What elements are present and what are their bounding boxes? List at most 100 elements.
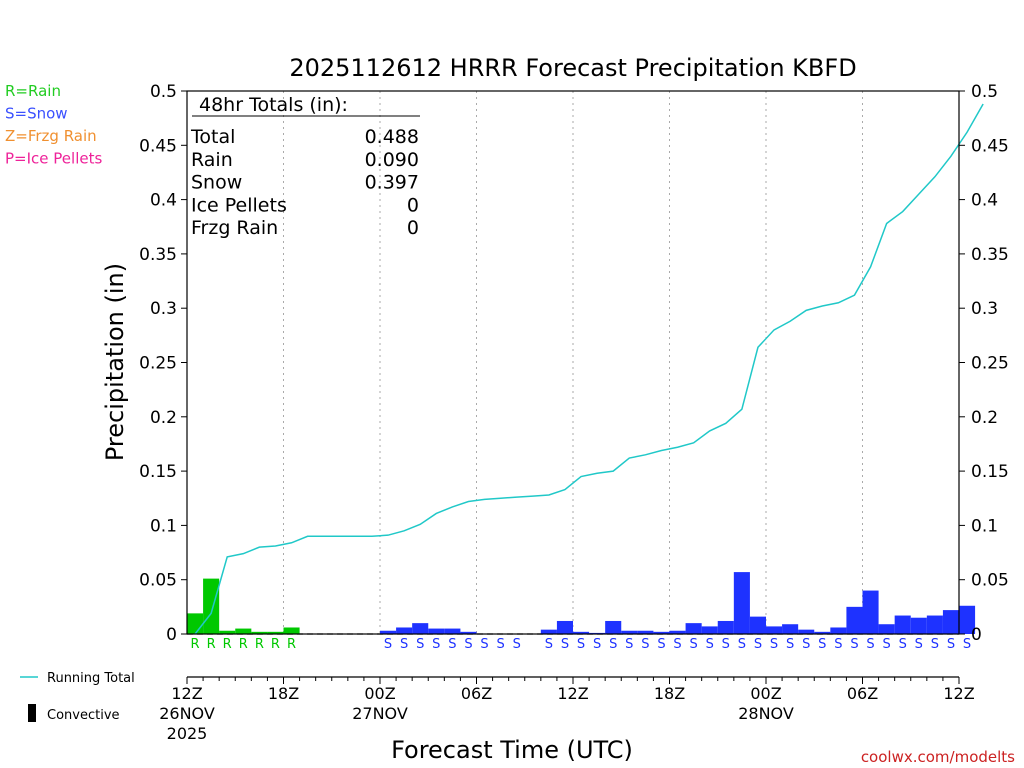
precip-bar [685, 623, 702, 634]
precip-bar [428, 628, 445, 634]
precip-type-letter: S [931, 637, 939, 652]
totals-row-label: Frzg Rain [191, 217, 278, 239]
precip-bar [460, 631, 477, 634]
y-tick-label-right: 0.25 [971, 354, 1009, 374]
x-date-label: 27NOV [352, 704, 408, 723]
precip-bar [380, 630, 397, 634]
precip-type-letter: S [577, 637, 585, 652]
precip-bar [637, 630, 654, 634]
y-tick-label-left: 0.4 [150, 191, 177, 211]
totals-row-label: Snow [191, 172, 242, 194]
precip-type-letter: S [545, 637, 553, 652]
precip-type-letter: S [657, 637, 665, 652]
running-total-line [194, 103, 984, 635]
precip-type-legend-item: P=Ice Pellets [5, 150, 102, 168]
precip-type-letter: S [641, 637, 649, 652]
y-tick-label-right: 0.1 [971, 516, 998, 536]
totals-heading: 48hr Totals (in): [199, 94, 348, 116]
y-tick-label-left: 0.2 [150, 408, 177, 428]
y-axis-left: 0 0.05 0.1 0.15 0.2 0.25 0.3 0.35 0.4 0.45 0.5 [139, 82, 187, 645]
running-total-legend-label: Running Total [47, 671, 135, 686]
precip-type-legend: R=Rain S=Snow Z=Frzg Rain P=Ice Pellets [5, 82, 102, 168]
precip-type-letter: R [223, 637, 232, 652]
y-tick-label-left: 0.5 [150, 82, 177, 102]
precip-type-letter: S [899, 637, 907, 652]
y-tick-label-left: 0 [166, 625, 177, 645]
precip-type-letter: S [915, 637, 923, 652]
precip-type-letter: S [738, 637, 746, 652]
precip-type-letter: S [400, 637, 408, 652]
x-tick-label: 12Z [557, 684, 588, 703]
precip-type-letter: S [706, 637, 714, 652]
precip-bar [798, 629, 815, 634]
running-total-legend: Running Total [20, 671, 135, 686]
y-tick-label-left: 0.35 [139, 245, 177, 265]
precip-type-letter: S [866, 637, 874, 652]
y-tick-label-right: 0.5 [971, 82, 998, 102]
totals-row-value: 0.090 [365, 149, 419, 171]
y-tick-label-right: 0.05 [971, 571, 1009, 591]
totals-row-label: Ice Pellets [191, 194, 287, 216]
convective-legend-label: Convective [47, 708, 120, 723]
precip-bar [283, 627, 300, 634]
x-tick-label: 12Z [943, 684, 974, 703]
y-tick-label-right: 0 [971, 625, 982, 645]
y-tick-label-right: 0.35 [971, 245, 1009, 265]
precip-type-letter: S [947, 637, 955, 652]
x-tick-label: 12Z [171, 684, 202, 703]
precip-type-letter: S [464, 637, 472, 652]
y-tick-label-left: 0.05 [139, 571, 177, 591]
precip-bar [203, 578, 220, 634]
precip-type-letter: S [786, 637, 794, 652]
y-tick-label-left: 0.45 [139, 136, 177, 156]
precip-bar [540, 629, 557, 634]
precip-bar [412, 623, 429, 634]
y-tick-label-left: 0.25 [139, 354, 177, 374]
precip-bar [669, 630, 686, 634]
x-tick-label: 06Z [461, 684, 492, 703]
precip-type-letter: R [271, 637, 280, 652]
totals-row-label: Total [190, 126, 235, 148]
precip-type-letter: S [818, 637, 826, 652]
precip-bar [653, 631, 670, 634]
y-axis-right: 0 0.05 0.1 0.15 0.2 0.25 0.3 0.35 0.4 0.45 0.5 [959, 82, 1009, 645]
precip-type-letter: S [689, 637, 697, 652]
precip-bar [942, 610, 959, 634]
y-tick-label-right: 0.45 [971, 136, 1009, 156]
precip-type-letter: S [770, 637, 778, 652]
precip-type-letter: R [255, 637, 264, 652]
chart-title: 2025112612 HRRR Forecast Precipitation K… [289, 54, 856, 82]
precip-type-letter: S [625, 637, 633, 652]
precip-type-legend-item: R=Rain [5, 82, 61, 100]
precip-type-letter: S [416, 637, 424, 652]
grid-lines [187, 91, 959, 635]
totals-row-label: Rain [191, 149, 233, 171]
y-tick-label-right: 0.4 [971, 191, 998, 211]
precip-bar [830, 627, 847, 634]
y-axis-label: Precipitation (in) [101, 263, 129, 461]
precip-type-legend-item: S=Snow [5, 105, 68, 123]
precip-type-letter: S [609, 637, 617, 652]
precip-type-letter: S [673, 637, 681, 652]
totals-row-value: 0.397 [365, 172, 419, 194]
precip-type-letter: S [802, 637, 810, 652]
totals-row-value: 0 [407, 194, 419, 216]
precip-bar [878, 624, 895, 634]
precip-bar [814, 631, 831, 634]
credit-text: coolwx.com/modelts [861, 748, 1015, 766]
precip-type-letter: S [432, 637, 440, 652]
precip-bar [846, 606, 863, 634]
y-tick-label-left: 0.15 [139, 462, 177, 482]
precip-type-letter: S [882, 637, 890, 652]
totals-box: 48hr Totals (in): Total 0.488 Rain 0.090 Sno… [190, 94, 420, 239]
precip-type-letter: R [207, 637, 216, 652]
y-tick-label-right: 0.3 [971, 299, 998, 319]
precip-bar [251, 631, 268, 634]
precip-bar [235, 628, 252, 634]
y-tick-label-right: 0.2 [971, 408, 998, 428]
x-date-label: 26NOV [159, 704, 215, 723]
precip-type-letter: S [496, 637, 504, 652]
precip-bar [556, 620, 573, 634]
